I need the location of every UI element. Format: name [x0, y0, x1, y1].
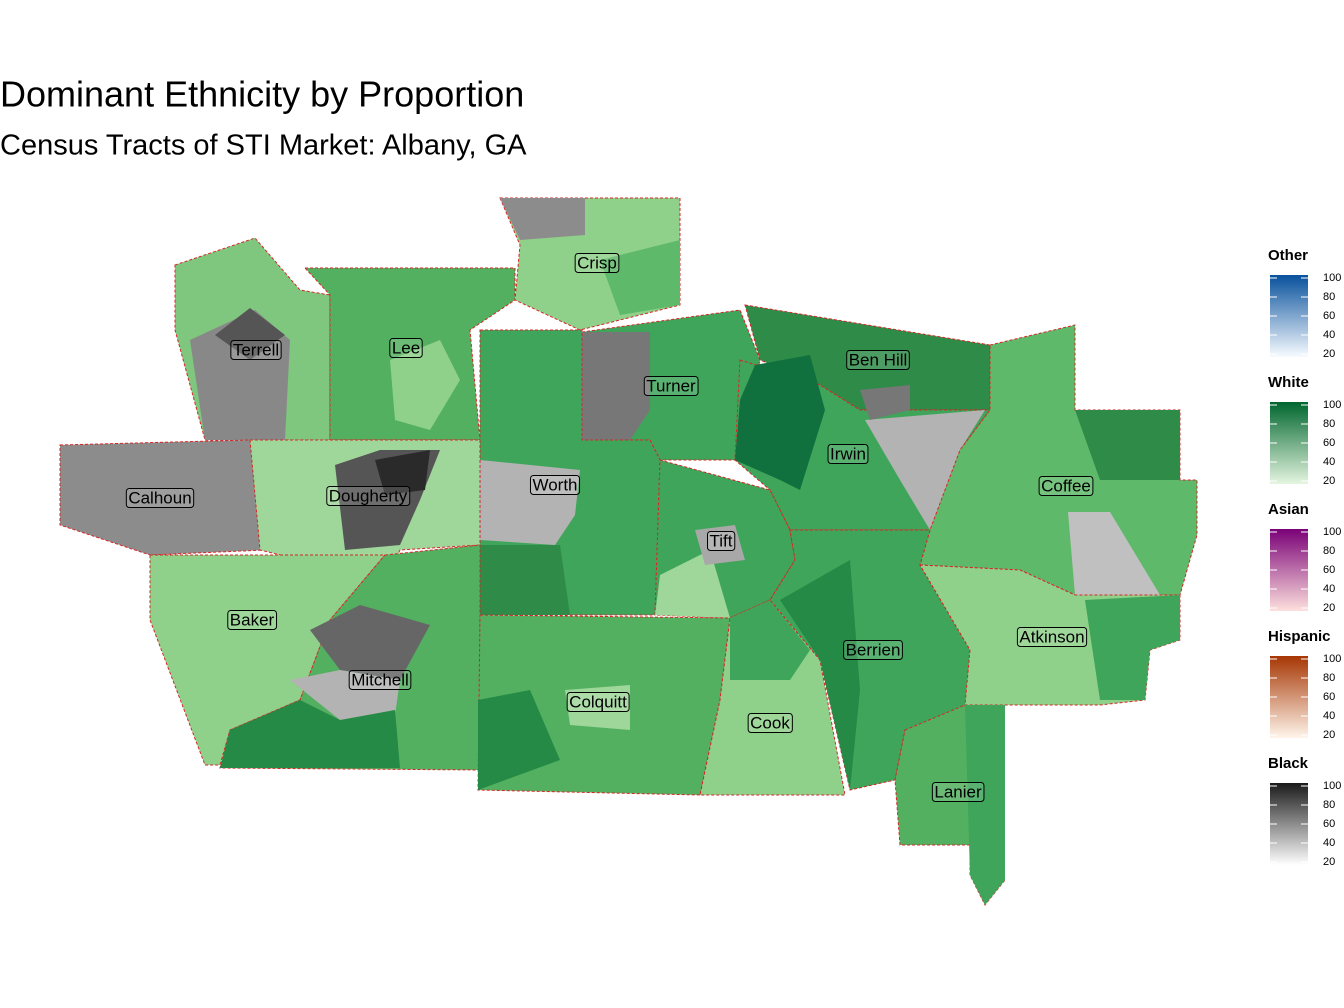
legend-title: Black	[1268, 755, 1309, 772]
county-label: Turner	[646, 376, 696, 395]
legend-tick-label: 80	[1323, 418, 1335, 430]
legend-tick-label: 20	[1323, 348, 1335, 360]
label-box	[566, 691, 630, 712]
label-box	[574, 252, 620, 273]
legend-title: Other	[1268, 247, 1308, 264]
county-label: Colquitt	[569, 692, 627, 711]
legend-title: White	[1268, 374, 1309, 391]
tract	[565, 685, 630, 730]
label-box	[326, 485, 411, 506]
label-box	[389, 337, 423, 358]
legend-tick-label: 100	[1323, 399, 1341, 411]
county-label: Irwin	[830, 444, 866, 463]
subtitle: Census Tracts of STI Market: Albany, GA	[0, 130, 527, 162]
label-box	[931, 781, 985, 802]
legend-tick-label: 100	[1323, 272, 1341, 284]
legend-tick-label: 20	[1323, 602, 1335, 614]
tract	[655, 550, 730, 618]
tract	[480, 460, 580, 545]
legend-tick-label: 20	[1323, 475, 1335, 487]
label-box	[827, 443, 869, 464]
tract	[600, 240, 680, 315]
legend-tick-label: 40	[1323, 837, 1335, 849]
county-label: Mitchell	[351, 670, 409, 689]
legend-tick-label: 40	[1323, 456, 1335, 468]
counties	[59, 197, 1198, 906]
legend-tick-label: 80	[1323, 291, 1335, 303]
legend-tick-label: 60	[1323, 691, 1335, 703]
tract	[582, 332, 650, 440]
legend-title: Asian	[1268, 501, 1309, 518]
legend-tick-label: 40	[1323, 329, 1335, 341]
title: Dominant Ethnicity by Proportion	[0, 74, 524, 115]
county-label: Dougherty	[329, 486, 408, 505]
legend-tick-label: 100	[1323, 526, 1341, 538]
county-label: Terrell	[233, 340, 279, 359]
tract	[1085, 595, 1180, 700]
label-box	[843, 639, 903, 660]
legend-tick-label: 60	[1323, 437, 1335, 449]
legend-tick-label: 60	[1323, 818, 1335, 830]
label-box	[846, 349, 910, 370]
legend-tick-label: 20	[1323, 856, 1335, 868]
county-ben-hill	[744, 304, 991, 411]
label-box	[125, 487, 195, 508]
tract	[478, 690, 560, 790]
county-calhoun	[59, 439, 266, 556]
label-box	[1016, 626, 1088, 647]
legend-tick-label: 80	[1323, 799, 1335, 811]
county-label: Lee	[392, 338, 420, 357]
legend-tick-label: 40	[1323, 710, 1335, 722]
tract	[290, 670, 400, 720]
tract	[865, 410, 985, 530]
legend-tick-label: 40	[1323, 583, 1335, 595]
county-label: Ben Hill	[849, 350, 908, 369]
county-label: Crisp	[577, 253, 617, 272]
county-label: Worth	[532, 475, 577, 494]
tract	[375, 450, 430, 495]
tract	[735, 355, 825, 490]
legend-tick-label: 100	[1323, 780, 1341, 792]
label-box	[529, 474, 581, 495]
tract	[780, 560, 860, 790]
tract	[965, 705, 1005, 905]
tract	[220, 700, 400, 768]
label-box	[227, 609, 278, 630]
tract	[730, 600, 810, 680]
legend-tick-label: 20	[1323, 729, 1335, 741]
county-label: Atkinson	[1019, 627, 1084, 646]
tract	[310, 605, 430, 680]
legend-tick-label: 60	[1323, 564, 1335, 576]
tract	[1068, 512, 1160, 595]
county-label: Tift	[710, 531, 733, 550]
label-box	[1038, 475, 1094, 496]
legend-tick-label: 60	[1323, 310, 1335, 322]
tract	[390, 340, 460, 430]
legend: Other 20 40 60 80 100 White 20 40 60 80 100 Asian 20 4…	[1268, 247, 1341, 868]
county-labels: Crisp Terrell Lee Turner Ben Hill Irwin …	[125, 252, 1094, 802]
county-label: Coffee	[1041, 476, 1091, 495]
county-label: Calhoun	[128, 488, 191, 507]
tract	[215, 308, 285, 360]
legend-tick-label: 80	[1323, 672, 1335, 684]
county-label: Lanier	[934, 782, 982, 801]
county-label: Berrien	[846, 640, 901, 659]
legend-title: Hispanic	[1268, 628, 1331, 645]
tract	[860, 385, 910, 420]
tract	[1075, 410, 1180, 480]
label-box	[643, 375, 699, 396]
label-box	[707, 530, 736, 551]
county-label: Cook	[750, 713, 790, 732]
label-box	[747, 712, 793, 733]
label-box	[230, 339, 282, 360]
legend-tick-label: 80	[1323, 545, 1335, 557]
label-box	[348, 669, 412, 690]
county-label: Baker	[230, 610, 275, 629]
tract	[480, 545, 570, 615]
legend-tick-label: 100	[1323, 653, 1341, 665]
tract	[500, 198, 585, 240]
